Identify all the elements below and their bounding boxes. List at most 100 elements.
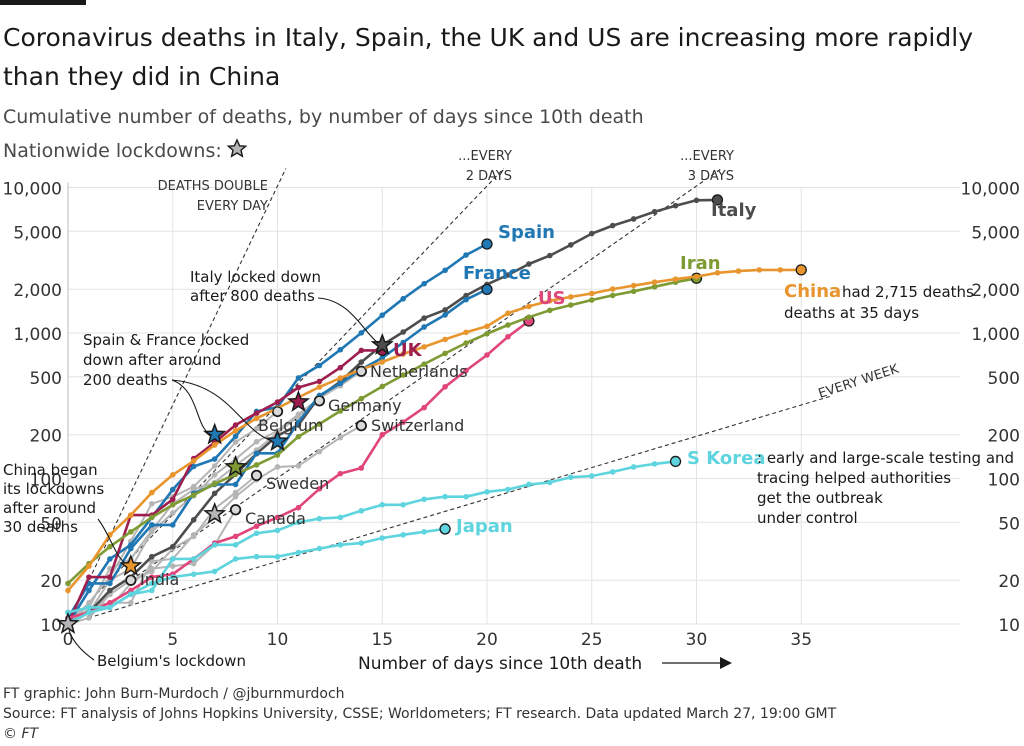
data-point — [609, 469, 616, 475]
data-point — [379, 535, 386, 541]
data-point — [484, 323, 490, 330]
data-point — [107, 587, 113, 594]
data-point — [274, 553, 281, 560]
series-line-china — [67, 268, 802, 592]
y-tick-label-left: 1,000 — [13, 325, 62, 345]
data-point — [463, 367, 469, 374]
lockdown-star — [370, 332, 394, 355]
y-tick-label-left: 500 — [30, 369, 62, 389]
y-tick-label-left: 10,000 — [3, 180, 62, 200]
data-point — [672, 276, 679, 282]
data-point — [295, 433, 302, 440]
data-point — [547, 479, 553, 486]
reference-line — [67, 395, 833, 625]
lockdown-star — [286, 389, 311, 412]
data-point — [568, 302, 574, 308]
data-point — [107, 604, 113, 611]
data-point — [149, 553, 155, 560]
data-point — [211, 542, 218, 548]
data-point — [609, 286, 616, 292]
data-point — [253, 410, 260, 417]
annotation-leader — [171, 379, 273, 442]
data-point — [86, 604, 92, 611]
chart-subtitle: Cumulative number of deaths, by number o… — [3, 106, 644, 128]
data-point — [505, 333, 511, 340]
data-point — [65, 587, 71, 594]
data-point — [190, 517, 197, 523]
data-point — [128, 587, 134, 594]
x-tick-label: 15 — [371, 630, 393, 650]
data-point — [107, 574, 113, 580]
data-point — [568, 474, 574, 481]
data-point — [169, 501, 176, 508]
ft-top-bar — [0, 0, 86, 5]
data-point — [86, 587, 92, 594]
reference-line — [67, 168, 287, 625]
data-point — [169, 486, 176, 493]
data-point — [295, 419, 302, 425]
data-point — [505, 310, 511, 317]
footer-credit: FT graphic: John Burn-Murdoch / @jburnmu… — [3, 686, 345, 702]
data-point — [463, 292, 469, 299]
data-point — [484, 352, 490, 358]
data-point — [651, 284, 658, 290]
data-point — [232, 427, 239, 434]
reference-label-3days: ...EVERY 3 DAYS — [680, 149, 734, 184]
annotation-skorea: : early and large-scale testing and traci… — [757, 449, 1014, 527]
data-point — [463, 340, 469, 346]
data-point — [169, 472, 176, 478]
series-label-germany: Germany — [328, 396, 402, 415]
x-tick-label: 20 — [476, 630, 498, 650]
data-point — [211, 480, 218, 487]
data-point — [630, 282, 637, 289]
data-point — [274, 527, 281, 534]
data-point — [463, 252, 469, 258]
data-point — [274, 464, 281, 470]
data-point — [128, 591, 134, 598]
y-tick-label-right: 20 — [998, 572, 1020, 592]
data-point — [86, 599, 92, 606]
y-tick-label-right: 2,000 — [971, 281, 1020, 301]
data-point — [253, 450, 260, 457]
series-label-spain: Spain — [498, 222, 555, 243]
data-point — [316, 384, 323, 390]
series-label-japan: Japan — [454, 516, 513, 537]
y-tick-label-right: 50 — [998, 514, 1020, 534]
data-point — [253, 462, 260, 468]
data-point — [505, 486, 511, 493]
footer-copyright: © FT — [3, 726, 39, 742]
data-point — [295, 519, 302, 526]
data-point — [211, 472, 218, 478]
data-point — [190, 571, 197, 577]
data-point — [190, 533, 197, 540]
footer-source: Source: FT analysis of Johns Hopkins Uni… — [3, 706, 837, 722]
x-tick-label: 25 — [581, 630, 603, 650]
data-point — [358, 507, 365, 514]
series-end-marker — [230, 504, 241, 515]
data-point — [484, 330, 490, 337]
annotation-china: China began its lockdowns after around 30 d… — [3, 461, 104, 536]
reference-label-2days: ...EVERY 2 DAYS — [458, 149, 512, 184]
data-point — [232, 433, 239, 440]
data-point — [190, 463, 197, 470]
data-point — [169, 556, 176, 562]
data-point — [693, 197, 700, 204]
data-point — [481, 238, 493, 250]
x-axis-arrowhead — [720, 657, 732, 669]
data-point — [421, 496, 427, 503]
data-point — [128, 545, 134, 552]
data-point — [358, 359, 365, 365]
data-point — [316, 485, 323, 492]
data-point — [526, 303, 532, 310]
x-axis-label: Number of days since 10th death — [358, 654, 642, 674]
data-point — [463, 296, 469, 303]
data-point — [421, 344, 427, 350]
data-point — [630, 464, 637, 470]
data-point — [442, 350, 448, 357]
data-point — [149, 522, 155, 528]
y-tick-label-right: 500 — [988, 369, 1020, 389]
data-point — [481, 283, 493, 296]
data-point — [337, 364, 344, 371]
data-point — [400, 532, 407, 538]
